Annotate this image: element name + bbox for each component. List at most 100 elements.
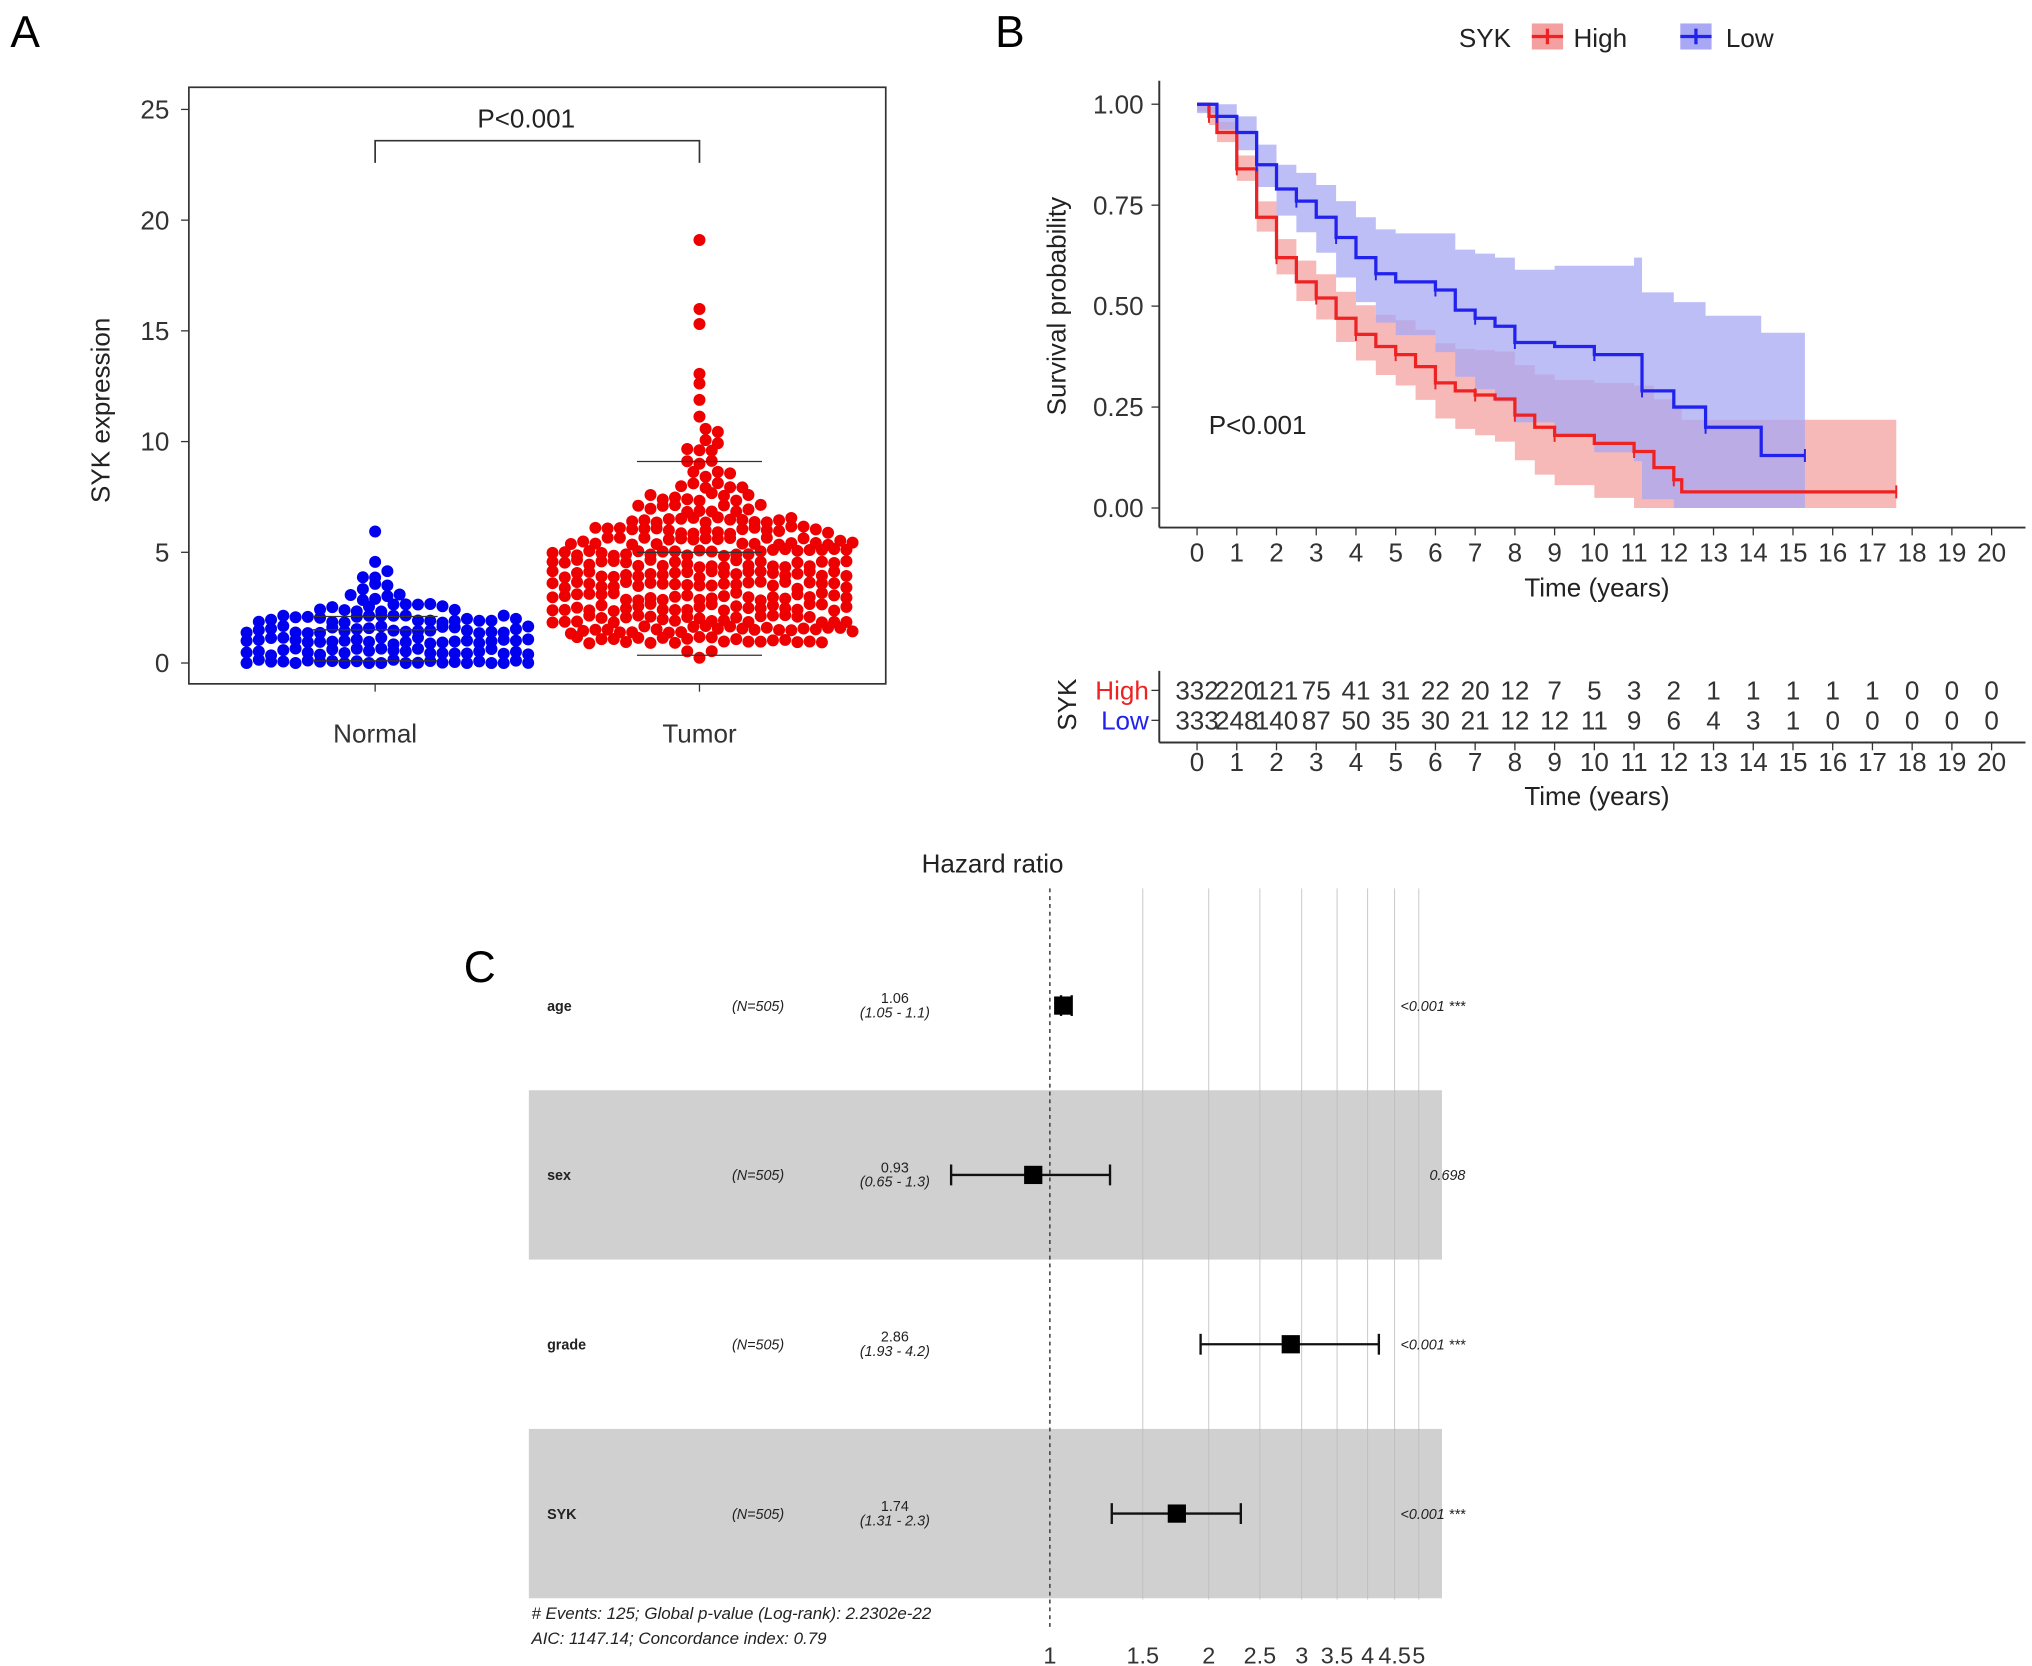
data-point [687,527,700,540]
data-point [399,657,412,670]
risk-count: 5 [1587,675,1601,705]
data-point [448,655,461,668]
confidence-interval: (1.05 - 1.1) [860,1005,930,1021]
data-point [724,527,737,540]
data-point [583,587,596,600]
data-point [448,647,461,660]
data-point [668,545,681,558]
x-tick-label: 15 [1778,537,1807,567]
data-point [644,636,657,649]
variable-label: age [547,999,572,1015]
data-point [375,631,388,644]
hazard-ratio-value: 1.06 [881,991,909,1007]
data-point [497,647,510,660]
data-point [620,593,633,606]
risk-count: 20 [1461,675,1490,705]
data-point [693,317,706,330]
data-point [815,616,828,629]
data-point [791,582,804,595]
data-point [620,548,633,561]
y-tick-label: 0.50 [1093,291,1144,321]
data-point [840,591,853,604]
data-point [730,548,743,561]
risk-count: 1 [1786,675,1801,705]
y-tick-label: 15 [140,316,169,346]
risk-count: 140 [1255,705,1298,735]
x-tick-label: 13 [1699,747,1728,777]
data-point [803,635,816,648]
risk-count: 21 [1461,705,1490,735]
data-point [632,609,645,622]
x-axis-label: Time (years) [1524,573,1669,603]
data-point [595,555,608,568]
data-point [583,558,596,571]
data-point [730,494,743,507]
data-point [662,533,675,546]
y-axis-label: Survival probability [1041,197,1071,416]
data-point [785,537,798,550]
data-point [717,489,730,502]
data-point [748,537,761,550]
data-point [815,598,828,611]
data-point [785,520,798,533]
data-point [791,603,804,616]
data-point [412,614,424,627]
x-tick-label: 12 [1659,747,1688,777]
data-point [693,302,706,315]
data-point [675,480,688,493]
data-point [350,605,363,618]
risk-count: 31 [1381,675,1410,705]
data-point [656,559,669,572]
data-point [497,609,510,622]
data-point [558,571,571,584]
x-tick-label: 3 [1295,1642,1308,1666]
data-point [509,612,522,625]
data-point [656,603,669,616]
data-point [828,615,841,628]
data-point [730,611,743,624]
data-point [240,626,253,639]
panel-label-c: C [464,943,496,992]
data-point [668,491,681,504]
data-point [705,615,718,628]
data-point [607,549,620,562]
x-tick-label: 7 [1468,537,1482,567]
data-point [840,615,853,628]
data-point [350,633,363,646]
risk-count: 0 [1984,705,1998,735]
data-point [326,635,339,648]
p-value: <0.001 *** [1401,999,1466,1015]
x-tick-label: 15 [1778,747,1807,777]
data-point [693,377,706,390]
data-point [485,657,498,670]
data-point [387,609,400,622]
data-point [381,565,394,578]
variable-label: sex [547,1168,571,1184]
y-axis-label: SYK expression [85,318,115,503]
data-point [338,634,351,647]
data-point [252,615,265,628]
data-point [522,648,535,661]
data-point [399,625,412,638]
risk-table-title: SYK [1052,678,1082,731]
data-point [760,516,773,529]
data-point [509,623,522,636]
data-point [828,557,841,569]
risk-count: 0 [1905,705,1919,735]
data-point [650,538,663,551]
data-point [705,631,718,644]
data-point [815,569,828,582]
data-point [668,636,681,649]
data-point [613,626,626,639]
risk-count: 50 [1341,705,1370,735]
data-point [473,645,486,658]
risk-count: 0 [1945,675,1959,705]
row-shading [528,1428,1442,1599]
data-point [656,493,669,506]
data-point [571,615,584,628]
risk-count: 3 [1627,675,1642,705]
x-tick-label: 9 [1547,537,1561,567]
data-point [577,624,590,637]
data-point [730,568,743,581]
